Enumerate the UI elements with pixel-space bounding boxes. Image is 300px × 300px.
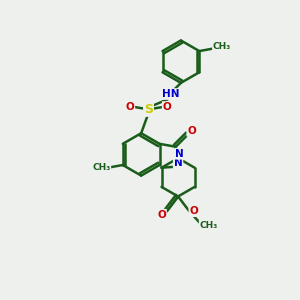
Text: O: O [187,126,196,136]
Text: O: O [163,102,172,112]
Text: O: O [157,210,166,220]
Text: O: O [189,206,198,216]
Text: S: S [144,103,153,116]
Text: CH₃: CH₃ [92,163,110,172]
Text: O: O [126,102,134,112]
Text: N: N [174,158,182,168]
Text: HN: HN [162,89,179,99]
Text: CH₃: CH₃ [213,42,231,51]
Text: CH₃: CH₃ [200,220,218,230]
Text: N: N [176,149,184,159]
